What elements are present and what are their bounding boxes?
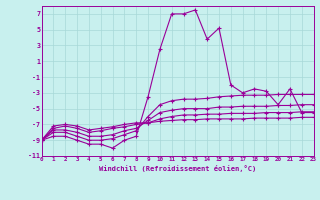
X-axis label: Windchill (Refroidissement éolien,°C): Windchill (Refroidissement éolien,°C) <box>99 165 256 172</box>
